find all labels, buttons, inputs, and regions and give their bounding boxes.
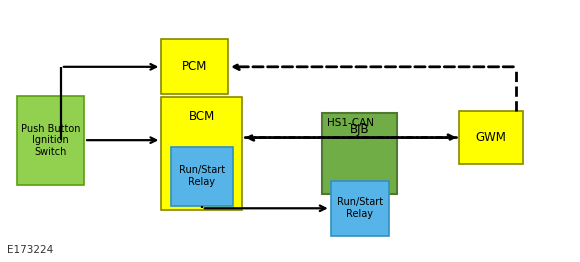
- Bar: [161, 97, 242, 210]
- Bar: [322, 113, 397, 194]
- Text: PCM: PCM: [182, 60, 207, 73]
- Bar: [331, 181, 389, 236]
- Text: BCM: BCM: [188, 110, 215, 123]
- Text: HS1-CAN: HS1-CAN: [327, 118, 375, 128]
- Text: Run/Start
Relay: Run/Start Relay: [179, 165, 225, 187]
- Bar: [459, 111, 523, 164]
- Text: GWM: GWM: [476, 131, 507, 144]
- Bar: [17, 96, 84, 185]
- Text: Run/Start
Relay: Run/Start Relay: [336, 198, 383, 219]
- Bar: [161, 39, 228, 94]
- Text: E173224: E173224: [7, 245, 53, 255]
- Text: Push Button
Ignition
Switch: Push Button Ignition Switch: [21, 124, 81, 157]
- Text: BJB: BJB: [350, 123, 369, 136]
- Bar: [171, 147, 233, 206]
